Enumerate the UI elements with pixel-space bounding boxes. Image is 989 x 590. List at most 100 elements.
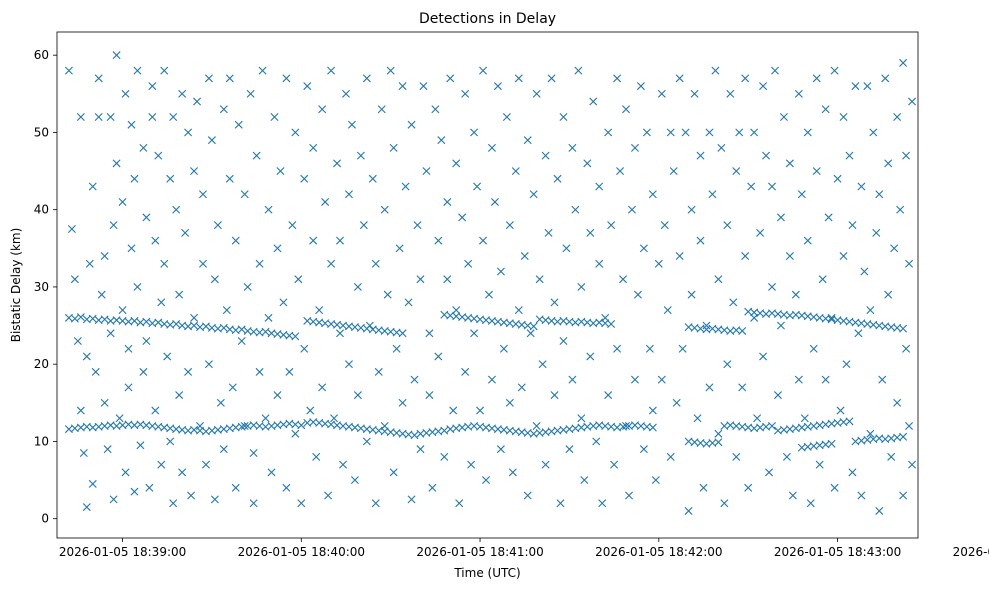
data-point <box>592 437 601 446</box>
data-point <box>365 321 374 330</box>
data-point <box>240 190 249 199</box>
data-point <box>589 97 598 106</box>
x-tick-label: 2026-01-05 18:40:00 <box>238 545 365 559</box>
data-point <box>794 375 803 384</box>
data-point <box>490 197 499 206</box>
data-point <box>562 244 571 253</box>
data-point <box>625 491 634 500</box>
data-point <box>115 414 124 423</box>
data-point <box>455 499 464 508</box>
data-point <box>464 259 473 268</box>
data-point <box>100 252 109 261</box>
data-point <box>282 74 291 83</box>
data-point <box>82 352 91 361</box>
data-point <box>651 476 660 485</box>
data-point <box>779 112 788 121</box>
data-point <box>851 82 860 91</box>
data-point <box>532 421 541 430</box>
data-point <box>642 128 651 137</box>
data-point <box>193 97 202 106</box>
data-point <box>240 421 249 430</box>
y-tick-label: 30 <box>34 280 49 294</box>
data-point <box>738 326 747 335</box>
data-point <box>773 391 782 400</box>
data-point <box>556 499 565 508</box>
data-point <box>845 417 854 426</box>
data-point <box>347 120 356 129</box>
data-point <box>273 244 282 253</box>
data-point <box>285 367 294 376</box>
data-point <box>318 383 327 392</box>
data-point <box>776 321 785 330</box>
data-point <box>353 391 362 400</box>
data-point <box>398 82 407 91</box>
data-point <box>648 406 657 415</box>
data-point <box>344 190 353 199</box>
data-point <box>106 329 115 338</box>
data-point <box>88 182 97 191</box>
data-point <box>237 325 246 334</box>
data-point <box>222 306 231 315</box>
data-point <box>449 406 458 415</box>
data-point <box>94 74 103 83</box>
data-point <box>300 344 309 353</box>
data-point <box>899 491 908 500</box>
data-point <box>318 105 327 114</box>
data-point <box>88 314 97 323</box>
data-point <box>103 445 112 454</box>
data-point <box>815 460 824 469</box>
data-point <box>714 438 723 447</box>
data-point <box>538 360 547 369</box>
data-point <box>243 282 252 291</box>
data-point <box>443 275 452 284</box>
data-point <box>401 182 410 191</box>
data-point <box>70 314 79 323</box>
data-point <box>383 290 392 299</box>
x-tick-label: 2026-01-05 18:41:00 <box>416 545 543 559</box>
data-point <box>785 252 794 261</box>
data-point <box>362 74 371 83</box>
data-point <box>404 298 413 307</box>
data-point <box>88 479 97 488</box>
data-point <box>315 306 324 315</box>
data-point <box>479 66 488 75</box>
data-point <box>297 499 306 508</box>
data-point <box>687 205 696 214</box>
data-point <box>151 406 160 415</box>
plot-area <box>57 32 918 538</box>
data-point <box>166 174 175 183</box>
data-point <box>300 174 309 183</box>
y-tick-label: 20 <box>34 357 49 371</box>
data-point <box>711 66 720 75</box>
data-point <box>532 89 541 98</box>
data-point <box>678 344 687 353</box>
data-point <box>788 491 797 500</box>
data-point <box>207 136 216 145</box>
data-point <box>776 213 785 222</box>
data-point <box>857 182 866 191</box>
data-point <box>452 306 461 315</box>
data-point <box>595 259 604 268</box>
data-point <box>282 483 291 492</box>
data-point <box>845 151 854 160</box>
data-point <box>190 313 199 322</box>
data-point <box>178 89 187 98</box>
data-point <box>723 221 732 230</box>
data-point <box>875 190 884 199</box>
data-point <box>902 344 911 353</box>
data-point <box>416 275 425 284</box>
data-point <box>580 476 589 485</box>
data-point <box>514 306 523 315</box>
y-tick-label: 40 <box>34 203 49 217</box>
data-point <box>595 182 604 191</box>
data-point <box>470 329 479 338</box>
data-point <box>350 476 359 485</box>
data-point <box>398 398 407 407</box>
data-point <box>735 128 744 137</box>
markers-group <box>64 51 917 515</box>
data-point <box>142 317 151 326</box>
data-point <box>523 491 532 500</box>
y-axis-ticks: 0 10 20 30 40 50 60 <box>34 48 57 526</box>
data-point <box>154 151 163 160</box>
data-point <box>109 221 118 230</box>
